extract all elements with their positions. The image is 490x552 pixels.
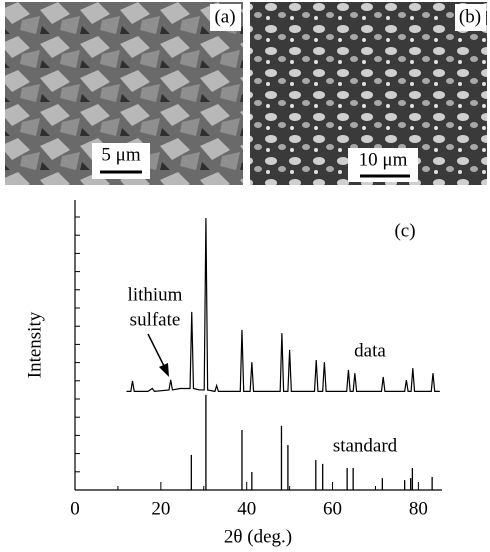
x-tick-label: 20 (151, 498, 170, 519)
figure: (a) 5 μm (b) 10 μm (c) lithium sulfate d… (0, 0, 490, 552)
annotation-arrow-head (159, 363, 169, 377)
x-tick-label: 60 (323, 498, 342, 519)
x-tick-label: 0 (70, 498, 80, 519)
scale-bar-label: 5 μm (101, 144, 140, 165)
annotation-arrow (148, 334, 165, 368)
x-tick-label: 80 (409, 498, 428, 519)
x-axis-label: 2θ (deg.) (224, 526, 292, 547)
scale-bar-label: 10 μm (359, 149, 408, 170)
panel-label: (c) (394, 220, 415, 241)
annotation: lithium (128, 284, 183, 305)
panel-label: (a) (214, 6, 235, 27)
chart: (c) lithium sulfate data standard 2θ (de… (24, 200, 442, 547)
y-axis-label: Intensity (24, 311, 45, 378)
sem-image-a: (a) 5 μm (5, 2, 243, 185)
x-tick-label: 40 (237, 498, 256, 519)
annotation: sulfate (130, 309, 181, 330)
panel-label: (b) (459, 6, 481, 27)
sem-image-b: (b) 10 μm (250, 2, 487, 185)
annotation: standard (333, 435, 398, 456)
annotation: data (354, 340, 386, 361)
